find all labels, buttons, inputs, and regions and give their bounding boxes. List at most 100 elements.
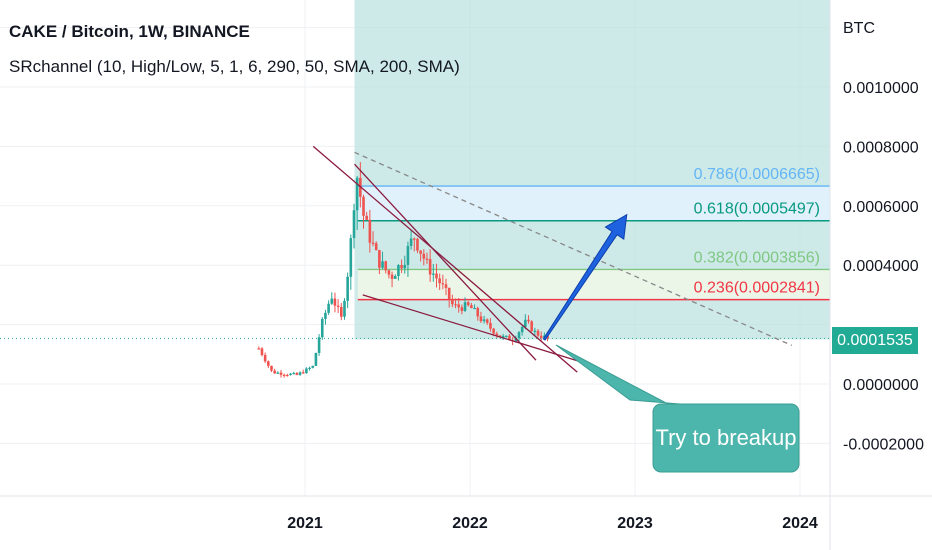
price-tick-label: -0.0002000 [843,436,924,453]
candle-body [362,196,365,216]
candle-body [425,258,429,260]
fib-band-786 [357,186,830,221]
candle-body [381,261,384,268]
candles [257,162,549,378]
candle-body [470,305,473,309]
candle-body [311,365,315,368]
candle-body [520,326,524,333]
candle-body [301,372,305,374]
candle-body [428,259,432,275]
callout-box [652,403,800,473]
candle-body [432,273,435,275]
candle-body [390,274,394,279]
candle-body [352,210,356,239]
chart-title[interactable]: CAKE / Bitcoin, 1W, BINANCE [9,22,250,41]
candle-body [403,264,407,269]
candle-body [340,306,343,317]
candle-body [447,287,451,300]
candle-body [378,250,381,268]
price-tick-label: 0.0004000 [843,258,919,275]
candle-body [438,278,441,284]
candle-body [387,270,391,275]
candle-body [270,365,273,371]
price-tick-label: 0.0000000 [843,377,919,394]
lower-trendline [362,294,586,364]
upper-trendline [312,145,578,373]
candle-body [476,307,480,317]
fib-label: 0.618(0.0005497) [694,201,820,218]
candle-body [444,284,448,288]
candle-body [473,307,476,310]
candle-body [305,368,308,374]
candle-body [479,316,483,322]
price-tick-label: 0.0006000 [843,199,919,216]
candle-body [393,276,397,279]
candle-body [463,302,467,311]
candle-body [289,373,292,376]
candle-body [397,265,400,277]
candle-body [406,245,410,265]
candle-body [355,177,359,211]
candle-body [530,321,533,332]
candle-body [365,215,368,220]
time-tick-label: 2024 [782,515,818,532]
candle-body [374,243,378,251]
candle-body [409,238,413,246]
candle-body [384,261,388,271]
candle-body [485,319,489,323]
candle-body [412,238,416,240]
candle-body [533,330,537,332]
candle-body [298,372,302,375]
candle-body [346,276,349,301]
time-tick-label: 2023 [617,515,653,532]
candle-body [422,253,426,259]
callout [555,344,800,473]
candle-body [517,332,521,339]
fib-label: 0.236(0.0002841) [694,280,820,297]
current-price-tag: 0.0001535 [832,327,918,354]
candle-body [457,304,461,308]
candle-body [273,370,276,374]
price-tick-label: 0.0010000 [843,80,919,97]
candle-body [276,372,280,374]
candle-body [492,328,495,334]
candle-body [324,312,327,319]
candle-body [292,372,296,375]
candle-body [419,250,422,254]
candle-body [482,319,486,322]
time-tick-label: 2021 [287,515,323,532]
candle-body [489,322,492,329]
candle-body [536,330,540,336]
fib-label: 0.786(0.0006665) [694,166,820,183]
candle-body [466,302,470,306]
candle-body [451,299,454,305]
candle-body [286,374,289,377]
callout-text: Try to breakup [655,425,797,450]
time-tick-label: 2022 [452,515,488,532]
price-axis-unit: BTC [843,20,875,37]
candle-body [371,242,375,244]
candle-body [267,361,270,366]
candle-body [260,348,264,355]
candle-body [460,307,464,311]
candle-body [282,374,286,377]
candle-body [416,238,419,251]
candle-body [295,372,299,375]
candle-body [505,335,508,337]
indicator-label[interactable]: SRchannel (10, High/Low, 5, 1, 6, 290, 5… [9,57,460,76]
candle-body [501,335,505,338]
candle-body [400,265,403,269]
candle-body [524,319,527,327]
candle-body [539,335,543,338]
steep-trendline [354,163,537,361]
candle-body [333,298,337,306]
candle-body [330,298,334,304]
candle-body [343,300,346,317]
dashed-projection [354,151,793,346]
candle-body [263,354,267,362]
candle-body [279,372,283,375]
candle-body [435,273,438,279]
candle-body [257,348,261,350]
